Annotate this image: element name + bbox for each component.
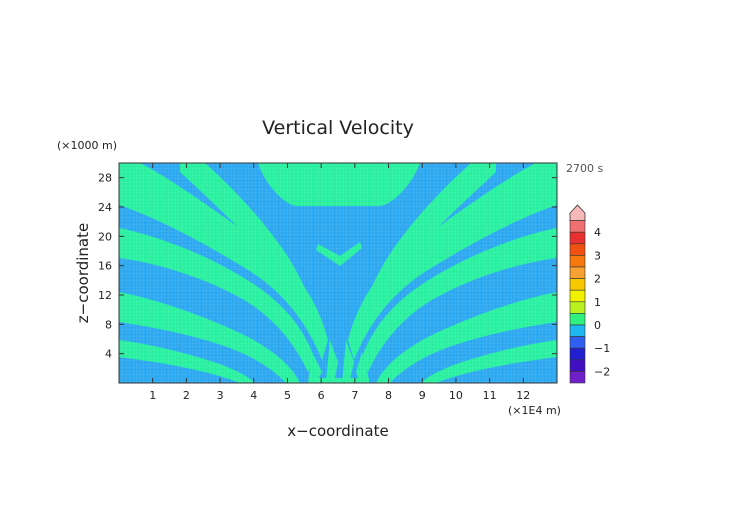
colorbar-band: [569, 313, 586, 326]
x-tick-label: 12: [516, 389, 530, 402]
colorbar-tick-label: −2: [594, 365, 610, 378]
colorbar-band: [569, 359, 586, 372]
plot-frame: [118, 162, 558, 384]
x-tick-label: 3: [217, 389, 224, 402]
x-tick-label: 9: [419, 389, 426, 402]
colorbar-band: [569, 243, 586, 256]
y-tick-label: 12: [98, 289, 112, 302]
colorbar: [569, 204, 586, 384]
y-axis: 4 8 12 16 20 24 28: [98, 172, 557, 361]
colorbar-tick-label: 2: [594, 273, 601, 286]
y-tick-label: 16: [98, 260, 112, 273]
x-tick-label: 2: [183, 389, 190, 402]
x-tick-label: 1: [149, 389, 156, 402]
colorbar-band: [569, 231, 586, 245]
y-axis-label: z−coordinate: [74, 223, 92, 323]
x-tick-label: 5: [284, 389, 291, 402]
time-label: 2700 s: [566, 162, 603, 175]
chart-title: Vertical Velocity: [262, 117, 414, 139]
plot-area: [119, 163, 557, 383]
colorbar-band: [569, 289, 586, 303]
colorbar-band: [569, 204, 586, 221]
colorbar-tick-label: 4: [594, 226, 601, 239]
colorbar-band: [569, 324, 586, 337]
x-tick-label: 11: [483, 389, 497, 402]
y-tick-label: 24: [98, 201, 112, 214]
x-tick-label: 10: [449, 389, 463, 402]
y-unit-label: (×1000 m): [57, 139, 117, 152]
colorbar-band: [569, 371, 586, 384]
colorbar-tick-label: 0: [594, 319, 601, 332]
colorbar-band: [569, 278, 586, 291]
colorbar-band: [569, 266, 586, 279]
x-tick-label: 7: [351, 389, 358, 402]
x-tick-label: 4: [250, 389, 257, 402]
y-tick-label: 20: [98, 230, 112, 243]
colorbar-band: [569, 336, 586, 349]
x-axis: 1 2 3 4 5 6 7 8 9 10 11 12: [149, 163, 530, 402]
colorbar-band: [569, 255, 586, 268]
x-tick-label: 6: [318, 389, 325, 402]
cell-grid-overlay: [119, 163, 557, 383]
x-unit-label: (×1E4 m): [508, 404, 561, 417]
colorbar-tick-label: 3: [594, 249, 601, 262]
x-tick-label: 8: [385, 389, 392, 402]
y-tick-label: 4: [105, 348, 112, 361]
y-tick-label: 28: [98, 172, 112, 185]
colorbar-ticks: 4 3 2 1 0 −1 −2: [594, 226, 610, 378]
colorbar-band: [569, 347, 586, 361]
colorbar-band: [569, 301, 586, 314]
colorbar-tick-label: 1: [594, 296, 601, 309]
x-axis-label: x−coordinate: [287, 422, 388, 440]
colorbar-band: [569, 220, 586, 233]
colorbar-tick-label: −1: [594, 342, 610, 355]
y-tick-label: 8: [105, 318, 112, 331]
